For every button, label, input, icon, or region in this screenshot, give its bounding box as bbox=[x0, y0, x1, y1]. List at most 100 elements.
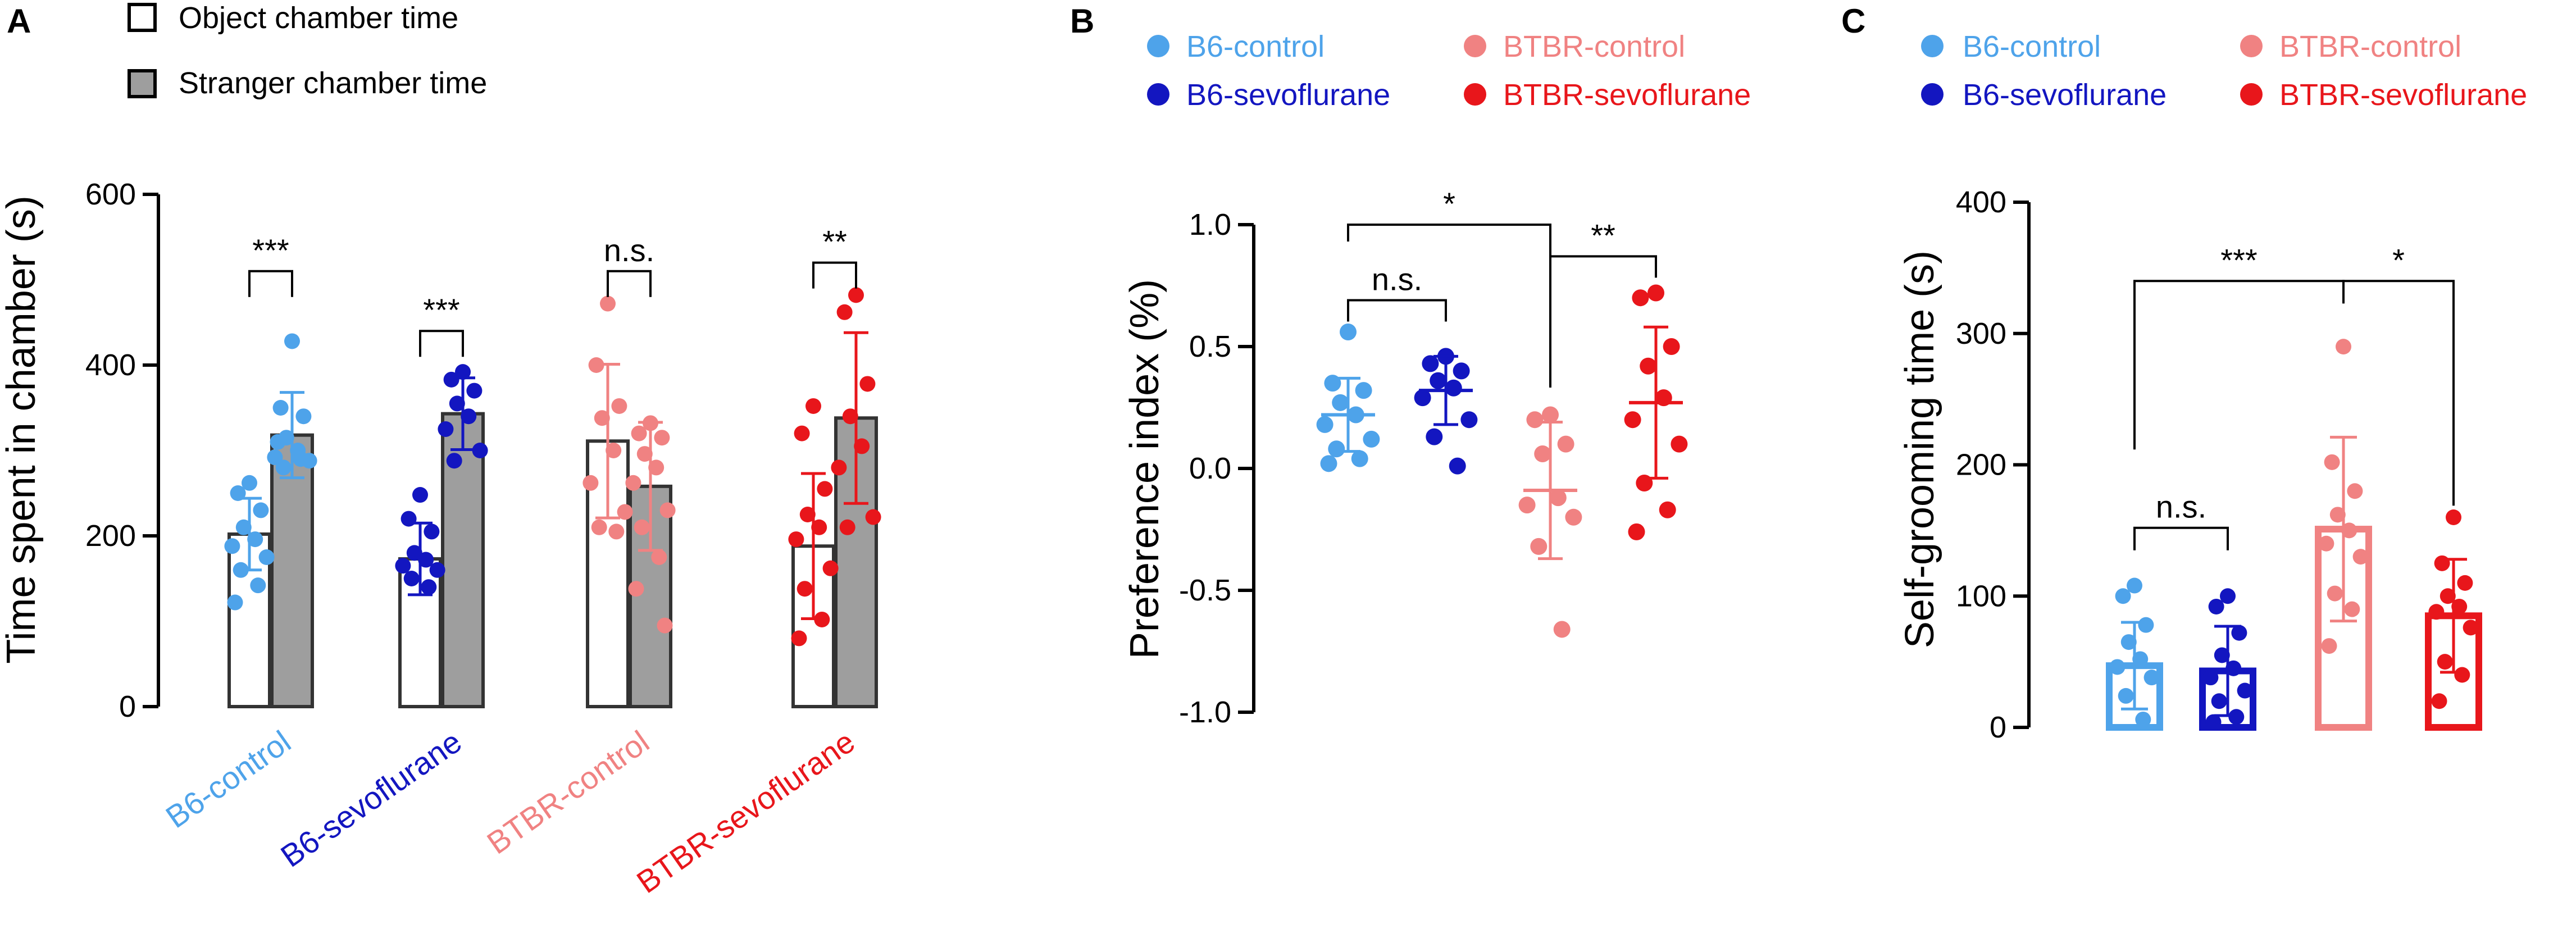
panel-c-y-tick-label: 0 bbox=[1990, 711, 2006, 744]
point-1 bbox=[2220, 588, 2236, 604]
panel-b-ylabel: Preference index (%) bbox=[1122, 279, 1167, 659]
point-2 bbox=[1518, 497, 1536, 514]
point-object-2 bbox=[617, 504, 633, 520]
point-object-2 bbox=[582, 475, 599, 491]
point-3 bbox=[1659, 501, 1676, 518]
legend-label-btbr-control: BTBR-control bbox=[1503, 30, 1685, 63]
point-3 bbox=[2431, 693, 2447, 709]
point-2 bbox=[1553, 621, 1571, 638]
point-2 bbox=[1526, 411, 1544, 429]
sig-1-bracket bbox=[419, 330, 464, 357]
point-1 bbox=[2202, 670, 2219, 686]
point-stranger-1 bbox=[449, 395, 465, 412]
legend-swatch-object bbox=[128, 3, 157, 32]
point-0 bbox=[1340, 323, 1357, 340]
point-object-1 bbox=[403, 571, 420, 586]
point-object-1 bbox=[421, 579, 437, 595]
panel-c-plot: *** *n.s. bbox=[2106, 242, 2482, 731]
legend-dot-btbr-control bbox=[2240, 35, 2263, 57]
point-object-2 bbox=[600, 295, 616, 312]
point-object-3 bbox=[799, 507, 816, 522]
point-object-1 bbox=[424, 523, 440, 540]
point-2 bbox=[1530, 538, 1548, 555]
panel-c-y-tick-label: 300 bbox=[1956, 317, 2006, 350]
point-object-1 bbox=[418, 552, 434, 568]
sig-2-label: n.s. bbox=[604, 233, 654, 268]
comparison-1-label: * bbox=[2392, 242, 2405, 277]
comparison-0-label: * bbox=[1443, 186, 1455, 221]
panel-b-legend: B6-control BTBR-control B6-sevoflurane B… bbox=[1147, 30, 1751, 112]
legend-label-stranger: Stranger chamber time bbox=[179, 66, 487, 100]
comparison-1-bracket bbox=[2342, 280, 2455, 506]
point-0 bbox=[2138, 617, 2154, 633]
point-0 bbox=[1328, 440, 1345, 458]
point-0 bbox=[1351, 450, 1368, 467]
panel-b-y-tick-label: -1.0 bbox=[1179, 695, 1231, 729]
comparison-2-bracket bbox=[1549, 255, 1657, 278]
point-3 bbox=[2434, 555, 2450, 571]
point-object-1 bbox=[395, 558, 411, 574]
point-1 bbox=[1426, 428, 1443, 445]
point-stranger-1 bbox=[455, 364, 471, 380]
point-3 bbox=[1671, 435, 1688, 453]
point-1 bbox=[2228, 709, 2245, 725]
panel-c-letter: C bbox=[1841, 2, 1865, 40]
point-object-3 bbox=[794, 425, 810, 441]
legend-dot-b6-sevoflurane bbox=[1921, 83, 1944, 106]
point-0 bbox=[1316, 416, 1333, 433]
point-1 bbox=[1414, 389, 1431, 407]
sig-3-label: ** bbox=[822, 224, 847, 259]
comparison-2-label: n.s. bbox=[2156, 489, 2206, 525]
panel-c-y-tick-label: 400 bbox=[1956, 185, 2006, 219]
point-3 bbox=[2454, 667, 2470, 683]
legend-dot-b6-sevoflurane bbox=[1147, 83, 1169, 106]
comparison-2-bracket bbox=[2133, 526, 2229, 550]
panel-a-y-tick-label: 600 bbox=[85, 177, 136, 211]
legend-label-btbr-control: BTBR-control bbox=[2279, 30, 2461, 63]
point-stranger-3 bbox=[839, 519, 855, 535]
point-0 bbox=[2135, 711, 2151, 727]
point-object-2 bbox=[588, 357, 604, 373]
point-1 bbox=[2211, 693, 2227, 709]
point-object-0 bbox=[224, 538, 240, 554]
x-label-1: B6-sevoflurane bbox=[274, 723, 468, 874]
point-1 bbox=[2237, 682, 2253, 699]
panel-a-y-tick-label: 200 bbox=[85, 519, 136, 553]
point-0 bbox=[2115, 588, 2131, 604]
point-stranger-3 bbox=[831, 459, 847, 476]
legend-dot-b6-control bbox=[1921, 35, 1944, 57]
point-stranger-1 bbox=[472, 443, 488, 458]
point-stranger-1 bbox=[446, 453, 462, 469]
point-stranger-2 bbox=[657, 617, 673, 634]
point-2 bbox=[2324, 454, 2340, 470]
point-stranger-3 bbox=[836, 304, 853, 320]
legend-dot-b6-control bbox=[1147, 35, 1169, 57]
point-object-2 bbox=[611, 398, 627, 414]
point-stranger-3 bbox=[848, 287, 864, 303]
comparison-2-label: ** bbox=[1591, 217, 1615, 253]
point-stranger-2 bbox=[648, 459, 665, 476]
point-stranger-0 bbox=[270, 434, 286, 450]
point-object-3 bbox=[791, 630, 807, 646]
point-object-0 bbox=[230, 485, 246, 501]
sig-0-bracket bbox=[248, 270, 293, 297]
panel-c: C B6-control BTBR-control B6-sevoflurane… bbox=[1841, 2, 2527, 744]
legend-label-btbr-sevoflurane: BTBR-sevoflurane bbox=[1503, 78, 1751, 112]
point-3 bbox=[2457, 575, 2473, 591]
point-object-0 bbox=[235, 519, 252, 535]
legend-label-b6-control: B6-control bbox=[1186, 30, 1325, 63]
sig-2-bracket bbox=[607, 270, 652, 297]
point-object-3 bbox=[822, 560, 839, 576]
panel-b: B B6-control BTBR-control B6-sevoflurane… bbox=[1070, 2, 1751, 729]
panel-a-legend: Object chamber time Stranger chamber tim… bbox=[128, 1, 487, 100]
point-3 bbox=[1640, 357, 1657, 375]
legend-dot-btbr-sevoflurane bbox=[1464, 83, 1486, 106]
comparison-1-bracket bbox=[1347, 299, 1447, 322]
x-label-0: B6-control bbox=[160, 723, 297, 835]
panel-b-y-tick-label: 0.0 bbox=[1189, 452, 1231, 485]
point-stranger-2 bbox=[654, 430, 670, 446]
point-2 bbox=[2347, 483, 2363, 499]
panel-b-y-axis: 1.0 0.5 0.0 -0.5 -1.0 bbox=[1179, 208, 1255, 729]
